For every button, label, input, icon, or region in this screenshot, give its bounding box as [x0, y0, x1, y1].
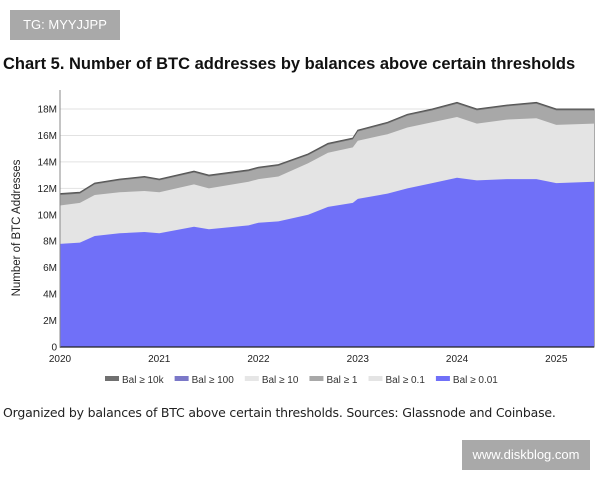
x-tick-label: 2024 [446, 354, 469, 365]
legend-swatch [368, 376, 383, 381]
area-chart: 0 2M 4M 6M 8M 10M 12M 14M 16M 18M 2020 2021 2022 2023… [11, 90, 595, 386]
legend-swatch [244, 376, 259, 381]
area-bal0.01 [60, 177, 594, 347]
x-tick-label: 2025 [545, 354, 568, 365]
y-tick-label: 16M [38, 131, 57, 142]
watermark-bottom-right: www.diskblog.com [462, 440, 590, 470]
chart-caption: Organized by balances of BTC above certa… [3, 405, 556, 420]
legend-swatch [105, 376, 119, 381]
x-tick-label: 2022 [247, 354, 270, 365]
legend-label: Bal ≥ 10k [122, 375, 165, 386]
y-tick-label: 0 [51, 343, 57, 354]
y-tick-label: 12M [38, 184, 57, 195]
legend-swatch [435, 376, 450, 381]
watermark-top-left: TG: MYYJJPP [10, 10, 120, 40]
y-tick-label: 6M [43, 263, 57, 274]
x-tick-label: 2021 [148, 354, 171, 365]
x-tick-label: 2023 [347, 354, 370, 365]
y-tick-label: 4M [43, 290, 57, 301]
y-tick-label: 2M [43, 316, 57, 327]
legend-label: Bal ≥ 100 [192, 375, 235, 386]
legend-swatch [174, 376, 189, 381]
y-axis-label: Number of BTC Addresses [11, 159, 23, 296]
legend-label: Bal ≥ 0.01 [453, 375, 498, 386]
legend-label: Bal ≥ 1 [326, 375, 357, 386]
chart-title: Chart 5. Number of BTC addresses by bala… [3, 55, 576, 73]
y-tick-label: 8M [43, 237, 57, 248]
y-tick-label: 18M [38, 105, 57, 116]
y-tick-label: 14M [38, 157, 57, 168]
x-tick-label: 2020 [49, 354, 72, 365]
legend-label: Bal ≥ 10 [262, 375, 299, 386]
legend-swatch [309, 376, 324, 381]
y-tick-label: 10M [38, 210, 57, 221]
legend-label: Bal ≥ 0.1 [386, 375, 426, 386]
